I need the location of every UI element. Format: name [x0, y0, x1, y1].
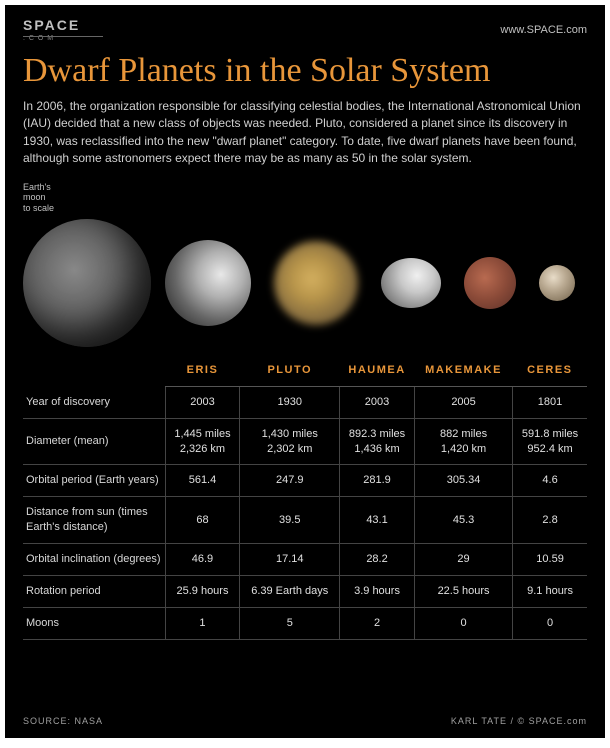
data-cell: 9.1 hours [513, 575, 587, 607]
data-cell: 1801 [513, 386, 587, 418]
data-cell: 305.34 [415, 465, 513, 497]
table-row: Orbital inclination (degrees)46.917.1428… [23, 544, 587, 576]
row-label: Diameter (mean) [23, 418, 165, 465]
header-haumea: HAUMEA [340, 358, 415, 387]
data-cell: 281.9 [340, 465, 415, 497]
header: SPACE . C O M www.SPACE.com [23, 17, 587, 42]
row-label: Distance from sun (times Earth's distanc… [23, 497, 165, 544]
header-empty [23, 358, 165, 387]
data-table: ERIS PLUTO HAUMEA MAKEMAKE CERES Year of… [23, 358, 587, 640]
credit-label: KARL TATE / © SPACE.com [451, 716, 587, 726]
row-label: Rotation period [23, 575, 165, 607]
data-cell: 0 [415, 607, 513, 639]
header-ceres: CERES [513, 358, 587, 387]
moon-wrapper [23, 219, 153, 347]
header-makemake: MAKEMAKE [415, 358, 513, 387]
data-cell: 882 miles1,420 km [415, 418, 513, 465]
data-cell: 2003 [340, 386, 415, 418]
dwarf-planets-wrapper [153, 240, 587, 326]
data-cell: 591.8 miles952.4 km [513, 418, 587, 465]
table-row: Diameter (mean)1,445 miles2,326 km1,430 … [23, 418, 587, 465]
row-label: Orbital period (Earth years) [23, 465, 165, 497]
data-cell: 10.59 [513, 544, 587, 576]
data-cell: 2005 [415, 386, 513, 418]
data-cell: 0 [513, 607, 587, 639]
footer: SOURCE: NASA KARL TATE / © SPACE.com [23, 716, 587, 726]
haumea-icon [381, 258, 441, 308]
makemake-icon [464, 257, 516, 309]
celestial-bodies-row [23, 218, 587, 348]
data-cell: 561.4 [165, 465, 240, 497]
data-cell: 25.9 hours [165, 575, 240, 607]
data-cell: 6.39 Earth days [240, 575, 340, 607]
row-label: Year of discovery [23, 386, 165, 418]
data-cell: 43.1 [340, 497, 415, 544]
data-cell: 892.3 miles1,436 km [340, 418, 415, 465]
row-label: Orbital inclination (degrees) [23, 544, 165, 576]
data-cell: 247.9 [240, 465, 340, 497]
data-cell: 2003 [165, 386, 240, 418]
data-cell: 2.8 [513, 497, 587, 544]
header-eris: ERIS [165, 358, 240, 387]
space-logo: SPACE . C O M [23, 17, 80, 42]
infographic-container: SPACE . C O M www.SPACE.com Dwarf Planet… [5, 5, 605, 738]
data-cell: 22.5 hours [415, 575, 513, 607]
earth-moon-icon [23, 219, 151, 347]
table-body: Year of discovery20031930200320051801Dia… [23, 386, 587, 639]
data-cell: 1930 [240, 386, 340, 418]
moon-scale-label: Earth's moon to scale [23, 182, 587, 214]
table-header-row: ERIS PLUTO HAUMEA MAKEMAKE CERES [23, 358, 587, 387]
data-cell: 2 [340, 607, 415, 639]
intro-paragraph: In 2006, the organization responsible fo… [23, 98, 587, 168]
data-cell: 39.5 [240, 497, 340, 544]
page-title: Dwarf Planets in the Solar System [23, 52, 587, 90]
eris-icon [165, 240, 251, 326]
data-cell: 68 [165, 497, 240, 544]
data-cell: 1,445 miles2,326 km [165, 418, 240, 465]
data-cell: 28.2 [340, 544, 415, 576]
data-cell: 46.9 [165, 544, 240, 576]
table-row: Rotation period25.9 hours6.39 Earth days… [23, 575, 587, 607]
data-cell: 1,430 miles2,302 km [240, 418, 340, 465]
pluto-icon [274, 241, 358, 325]
data-cell: 29 [415, 544, 513, 576]
site-url: www.SPACE.com [500, 24, 587, 36]
table-row: Orbital period (Earth years)561.4247.928… [23, 465, 587, 497]
header-pluto: PLUTO [240, 358, 340, 387]
table-row: Year of discovery20031930200320051801 [23, 386, 587, 418]
data-cell: 45.3 [415, 497, 513, 544]
ceres-icon [539, 265, 575, 301]
data-cell: 5 [240, 607, 340, 639]
table-row: Moons15200 [23, 607, 587, 639]
data-cell: 4.6 [513, 465, 587, 497]
table-row: Distance from sun (times Earth's distanc… [23, 497, 587, 544]
row-label: Moons [23, 607, 165, 639]
data-cell: 1 [165, 607, 240, 639]
data-cell: 3.9 hours [340, 575, 415, 607]
source-label: SOURCE: NASA [23, 716, 103, 726]
data-cell: 17.14 [240, 544, 340, 576]
